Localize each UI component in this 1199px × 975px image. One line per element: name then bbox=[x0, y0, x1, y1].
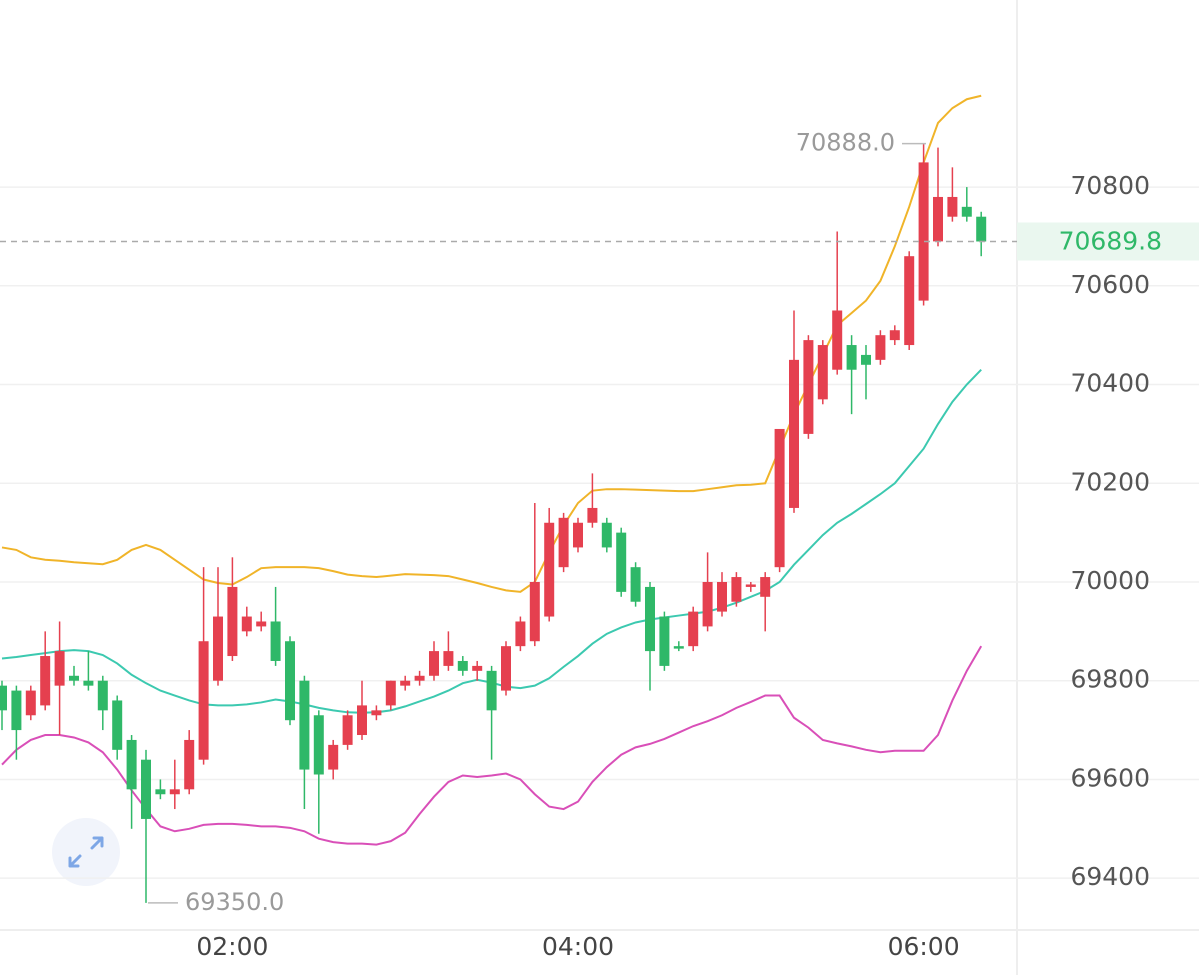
candle-body bbox=[774, 428, 785, 568]
y-tick-label: 69800 bbox=[1070, 665, 1150, 694]
candle-body bbox=[299, 680, 310, 770]
candle-body bbox=[558, 517, 569, 568]
last-price-box bbox=[1017, 222, 1199, 261]
y-tick-label: 70800 bbox=[1070, 171, 1150, 200]
candle-body bbox=[745, 584, 756, 587]
candle-body bbox=[83, 680, 94, 686]
candle-body bbox=[645, 586, 655, 652]
candle-body bbox=[184, 739, 195, 790]
candle-body bbox=[155, 789, 166, 795]
candle-body bbox=[270, 621, 281, 661]
candle-body bbox=[933, 196, 943, 242]
y-tick-label: 70600 bbox=[1070, 270, 1150, 299]
candle-body bbox=[25, 690, 36, 716]
candle-body bbox=[832, 310, 843, 370]
band-line bbox=[1, 645, 983, 846]
expand-button[interactable] bbox=[52, 818, 120, 886]
candle-body bbox=[429, 651, 439, 676]
candle-body bbox=[803, 340, 814, 434]
candle-body bbox=[616, 532, 627, 592]
min-marker-label: 69350.0 bbox=[185, 888, 284, 916]
candle-body bbox=[889, 330, 900, 341]
candle-body bbox=[256, 621, 267, 627]
y-tick-label: 69400 bbox=[1070, 862, 1150, 891]
x-tick-label: 04:00 bbox=[542, 932, 614, 961]
candle-body bbox=[904, 256, 915, 346]
expand-icon[interactable] bbox=[68, 836, 104, 868]
candle-body bbox=[371, 710, 382, 716]
candle-body bbox=[0, 685, 7, 711]
x-tick-label: 06:00 bbox=[888, 932, 960, 961]
candle-body bbox=[285, 641, 295, 721]
candle-body bbox=[198, 641, 209, 760]
candle-body bbox=[328, 744, 339, 770]
candle-body bbox=[97, 680, 108, 711]
candle-body bbox=[760, 577, 771, 597]
candle-body bbox=[875, 335, 886, 360]
candle-body bbox=[486, 670, 497, 711]
candle-body bbox=[141, 759, 151, 819]
candle-body bbox=[544, 522, 555, 617]
candle-body bbox=[443, 651, 454, 666]
y-tick-label: 70000 bbox=[1070, 566, 1150, 595]
candle-body bbox=[112, 700, 123, 750]
candle-body bbox=[846, 345, 857, 370]
candle-body bbox=[731, 577, 742, 602]
candle-body bbox=[227, 586, 238, 657]
candle-body bbox=[630, 567, 641, 602]
candle-body bbox=[54, 651, 65, 686]
y-tick-label: 69600 bbox=[1070, 763, 1150, 792]
candle-body bbox=[472, 665, 483, 671]
candle-body bbox=[947, 196, 958, 217]
last-price-label: 70689.8 bbox=[1059, 226, 1162, 255]
candle-body bbox=[688, 611, 699, 647]
candle-body bbox=[69, 675, 79, 681]
candle-body bbox=[342, 715, 353, 745]
candle-body bbox=[357, 705, 367, 736]
candle-body bbox=[457, 660, 468, 671]
candle-body bbox=[385, 680, 396, 706]
candle-body bbox=[601, 522, 612, 548]
candle-body bbox=[515, 621, 526, 647]
expand-bg[interactable] bbox=[52, 818, 120, 886]
y-tick-label: 70400 bbox=[1070, 369, 1150, 398]
candle-body bbox=[529, 581, 540, 642]
candle-body bbox=[169, 789, 180, 795]
candle-body bbox=[817, 345, 828, 400]
candle-body bbox=[241, 616, 252, 632]
candle-body bbox=[414, 675, 425, 681]
candle-body bbox=[659, 616, 670, 666]
candle-body bbox=[861, 354, 871, 365]
candle-body bbox=[717, 581, 727, 612]
candle-body bbox=[961, 206, 972, 217]
candle-body bbox=[40, 656, 51, 706]
candle-body bbox=[501, 646, 511, 691]
candle-body bbox=[587, 507, 598, 523]
candle-body bbox=[126, 739, 137, 790]
candle-body bbox=[573, 522, 583, 548]
candle-body bbox=[976, 216, 987, 242]
candle-body bbox=[789, 359, 799, 508]
max-marker-label: 70888.0 bbox=[796, 129, 895, 157]
y-tick-label: 70200 bbox=[1070, 467, 1150, 496]
candle-body bbox=[400, 680, 411, 686]
candle-body bbox=[213, 616, 223, 681]
candle-body bbox=[918, 162, 929, 301]
candle-body bbox=[313, 715, 324, 775]
band-line bbox=[1, 369, 982, 714]
candle-body bbox=[702, 581, 713, 627]
candle-body bbox=[11, 690, 22, 731]
candle-body bbox=[673, 646, 684, 649]
x-tick-label: 02:00 bbox=[196, 932, 268, 961]
